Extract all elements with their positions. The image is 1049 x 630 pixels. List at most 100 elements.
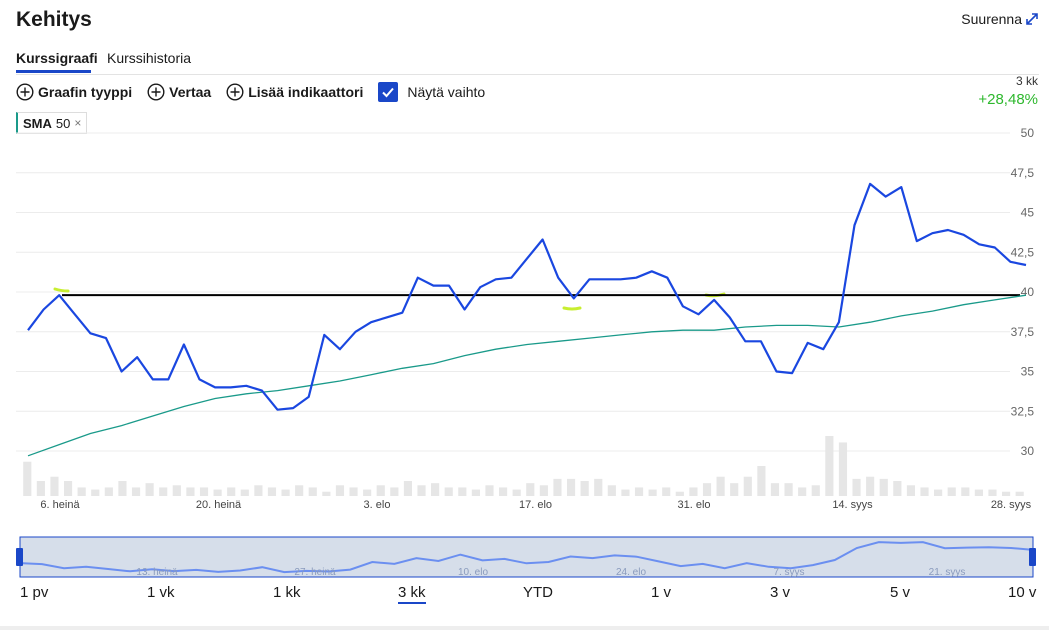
navigator-tick-label: 24. elo	[616, 567, 646, 578]
volume-bar	[186, 487, 195, 496]
x-tick-label: 28. syys	[991, 499, 1032, 511]
volume-bar	[431, 483, 440, 496]
compare-button[interactable]: Vertaa	[147, 83, 211, 101]
volume-bar	[580, 481, 589, 496]
y-tick-label: 45	[1021, 206, 1035, 220]
show-volume-checkbox[interactable]	[378, 82, 399, 102]
volume-bar	[77, 487, 86, 496]
navigator-handle-right[interactable]	[1029, 548, 1036, 566]
add-indicator-button[interactable]: Lisää indikaattori	[226, 83, 363, 101]
volume-bar	[634, 487, 644, 496]
y-tick-label: 30	[1021, 444, 1035, 458]
bottom-divider	[0, 626, 1049, 630]
volume-bar	[50, 476, 59, 496]
volume-bar	[730, 483, 739, 496]
volume-bar	[458, 487, 467, 496]
y-tick-label: 35	[1021, 365, 1035, 379]
volume-bar	[295, 485, 304, 496]
y-tick-label: 40	[1021, 285, 1035, 299]
volume-bar	[838, 442, 848, 496]
sma-period: 50	[55, 115, 71, 131]
volume-bar	[743, 476, 752, 496]
tab-bar: Kurssigraafi Kurssihistoria	[16, 48, 1039, 75]
plus-circle-icon	[147, 83, 165, 101]
volume-bar	[390, 487, 399, 496]
volume-bar	[920, 487, 929, 496]
x-tick-label: 14. syys	[832, 499, 873, 511]
range-button[interactable]: YTD	[523, 584, 553, 601]
volume-bar	[648, 489, 657, 496]
volume-bar	[906, 485, 916, 496]
close-icon[interactable]: ×	[74, 116, 82, 130]
active-tab-indicator	[16, 70, 91, 73]
chart-toolbar: Graafin tyyppi Vertaa Lisää indikaattori…	[16, 82, 485, 102]
x-tick-label: 3. elo	[364, 499, 391, 511]
add-indicator-label: Lisää indikaattori	[248, 84, 364, 100]
navigator-tick-label: 7. syys	[773, 567, 804, 578]
volume-bar	[471, 489, 480, 496]
range-button[interactable]: 1 vk	[147, 584, 175, 601]
expand-diagonal-icon	[1026, 13, 1038, 25]
navigator-tick-label: 21. syys	[929, 567, 966, 578]
volume-bar	[947, 487, 956, 496]
navigator-handle-left[interactable]	[16, 548, 23, 566]
page-title: Kehitys	[16, 8, 92, 31]
volume-bar	[716, 476, 725, 496]
volume-bar	[974, 489, 983, 496]
compare-label: Vertaa	[169, 84, 212, 100]
x-tick-label: 20. heinä	[196, 499, 242, 511]
volume-bar	[662, 487, 671, 496]
volume-bar	[159, 487, 168, 496]
volume-bar	[621, 489, 630, 496]
plus-circle-icon	[16, 83, 34, 101]
volume-bar	[213, 489, 222, 496]
y-tick-label: 47,5	[1011, 166, 1035, 180]
sma-name: SMA	[23, 115, 52, 131]
sma-indicator-chip[interactable]: SMA 50 ×	[16, 112, 88, 134]
range-button[interactable]: 1 kk	[273, 584, 301, 601]
volume-bar	[866, 476, 875, 496]
chart-type-button[interactable]: Graafin tyyppi	[16, 83, 132, 101]
volume-bar	[1015, 491, 1024, 496]
volume-bar	[267, 487, 277, 496]
y-tick-label: 32,5	[1011, 404, 1035, 418]
volume-bar	[607, 485, 616, 496]
range-button[interactable]: 3 v	[770, 584, 791, 601]
tab-kurssigraafi[interactable]: Kurssigraafi	[16, 50, 98, 66]
x-tick-label: 17. elo	[519, 499, 552, 511]
volume-bar	[63, 481, 73, 496]
volume-bar	[499, 487, 508, 496]
sma-line	[27, 294, 1027, 457]
chart-type-label: Graafin tyyppi	[38, 84, 133, 100]
range-button[interactable]: 1 v	[651, 584, 672, 601]
volume-bar	[689, 487, 698, 496]
expand-button[interactable]: Suurenna	[961, 11, 1039, 27]
volume-bar	[770, 483, 780, 496]
volume-bar	[349, 487, 358, 496]
range-selector: 1 pv 1 vk 1 kk 3 kk YTD 1 v 3 v 5 v 10 v	[0, 584, 1049, 612]
period-label: 3 kk	[1015, 74, 1038, 88]
range-button[interactable]: 1 pv	[20, 584, 49, 601]
volume-bar	[417, 485, 426, 496]
volume-bar	[199, 487, 209, 496]
show-volume-label[interactable]: Näytä vaihto	[407, 84, 486, 100]
volume-bar	[512, 489, 521, 496]
range-navigator: 13. heinä 27. heinä 10. elo 24. elo 7. syys 2…	[16, 536, 1036, 578]
volume-bar	[145, 483, 154, 496]
range-button[interactable]: 3 kk	[398, 584, 426, 604]
volume-bar	[444, 487, 453, 496]
volume-bar	[376, 485, 385, 496]
volume-bar	[675, 491, 684, 496]
volume-bar	[363, 489, 372, 496]
range-button[interactable]: 5 v	[890, 584, 911, 601]
volume-bar	[798, 487, 807, 496]
range-button[interactable]: 10 v	[1008, 584, 1037, 601]
tab-kurssihistoria[interactable]: Kurssihistoria	[107, 50, 192, 66]
volume-bar	[240, 489, 249, 496]
volume-bar	[308, 487, 317, 496]
volume-bar	[825, 436, 834, 496]
x-tick-label: 6. heinä	[40, 499, 80, 511]
highlight-mark	[53, 287, 70, 293]
volume-bar	[811, 485, 820, 496]
